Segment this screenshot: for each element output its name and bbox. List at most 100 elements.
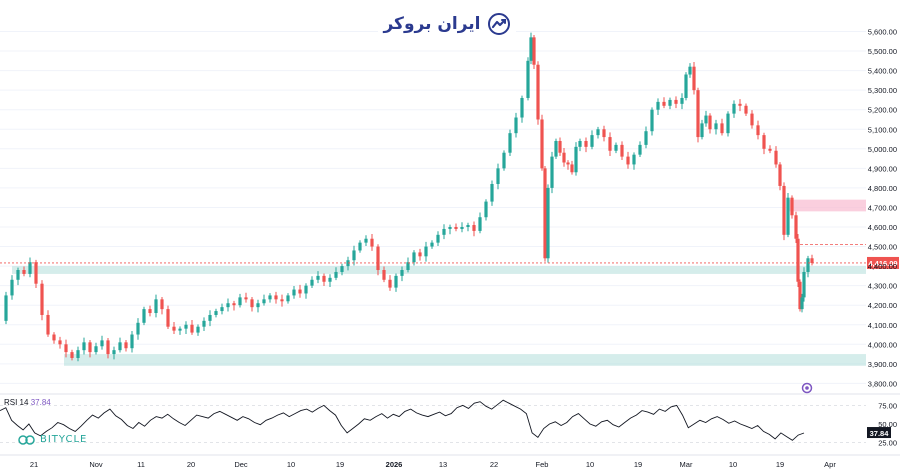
candle-up	[94, 346, 98, 353]
price-tick-label: 4,000.00	[868, 340, 897, 349]
time-tick-label: Nov	[89, 460, 103, 469]
candle-up	[4, 295, 8, 321]
event-marker-dot	[805, 386, 809, 390]
time-tick-label: 10	[729, 460, 737, 469]
price-tick-label: 4,700.00	[868, 203, 897, 212]
time-tick-label: 11	[137, 460, 145, 469]
resistance-zone	[788, 199, 866, 212]
candle-down	[540, 119, 544, 169]
candle-up	[478, 217, 482, 231]
candle-up	[578, 140, 582, 147]
price-tick-label: 3,900.00	[868, 360, 897, 369]
price-axis[interactable]: 5,600.00 5,500.00 5,400.00 5,300.00 5,200.00…	[868, 28, 897, 389]
time-tick-label: 22	[490, 460, 498, 469]
candle-up	[112, 350, 116, 355]
candle-down	[562, 152, 566, 163]
candle-up	[596, 129, 600, 136]
candle-down	[608, 137, 612, 151]
candle-down	[472, 225, 476, 231]
price-tick-label: 4,100.00	[868, 321, 897, 330]
rsi-tick-label: 50.00	[878, 420, 897, 429]
rsi-tick-label: 25.00	[878, 439, 897, 448]
candle-down	[274, 295, 278, 300]
candle-up	[688, 66, 692, 75]
candle-up	[262, 299, 266, 304]
price-grid	[0, 31, 866, 384]
time-tick-label: 19	[336, 460, 344, 469]
price-tick-label: 5,000.00	[868, 145, 897, 154]
candle-down	[88, 342, 92, 353]
candle-up	[508, 133, 512, 153]
price-tick-label: 5,500.00	[868, 47, 897, 56]
candle-up	[364, 238, 368, 243]
candle-up	[526, 60, 530, 98]
candle-down	[778, 164, 782, 186]
growth-chart-icon	[487, 13, 510, 35]
rsi-line	[0, 399, 805, 441]
candle-down	[532, 37, 536, 65]
candle-up	[100, 340, 104, 347]
price-tick-label: 4,900.00	[868, 164, 897, 173]
time-axis[interactable]: 21 Nov 11 20 Dec 10 19 2026 13 22 Feb 10 19 Mar 10 19 Ap…	[0, 454, 900, 469]
bitycle-brand: BITYCLE	[18, 434, 87, 445]
rsi-indicator-name: RSI 14	[4, 398, 29, 407]
candle-up	[632, 154, 636, 165]
price-tick-label: 4,600.00	[868, 223, 897, 232]
rsi-pane[interactable]: 75.00 50.00 25.00 37.84	[0, 393, 900, 448]
candle-up	[514, 117, 518, 134]
candle-up	[806, 258, 810, 272]
candle-up	[358, 242, 362, 251]
candle-up	[226, 303, 230, 308]
candle-down	[620, 144, 624, 157]
candle-down	[22, 270, 26, 274]
rsi-label[interactable]: RSI 14 37.84	[4, 398, 51, 407]
price-tick-label: 4,400.00	[868, 262, 897, 271]
candle-up	[400, 270, 404, 276]
candle-up	[490, 183, 494, 202]
time-tick-label: 19	[776, 460, 784, 469]
candle-up	[700, 123, 704, 138]
candle-down	[566, 162, 570, 165]
price-tick-label: 4,500.00	[868, 243, 897, 252]
candle-up	[268, 295, 272, 300]
candle-down	[124, 342, 128, 349]
candle-down	[692, 66, 696, 91]
time-tick-label: 10	[586, 460, 594, 469]
rsi-tick-label: 75.00	[878, 401, 897, 410]
candle-down	[190, 324, 194, 333]
candle-up	[214, 311, 218, 315]
candle-down	[558, 140, 562, 153]
candle-down	[602, 129, 606, 138]
broker-logo-text: ایران بروکر	[383, 14, 481, 34]
candle-up	[334, 271, 338, 278]
time-tick-label: 20	[187, 460, 195, 469]
price-tick-label: 4,800.00	[868, 184, 897, 193]
time-tick-label: Dec	[234, 460, 248, 469]
candle-up	[502, 152, 506, 169]
rsi-value-tag	[867, 427, 891, 439]
rsi-indicator-value: 37.84	[30, 398, 51, 407]
candle-up	[340, 266, 344, 272]
time-tick-label: Mar	[680, 460, 693, 469]
candle-down	[232, 303, 236, 306]
candle-up	[529, 37, 533, 61]
time-tick-label: 19	[634, 460, 642, 469]
current-price-label: 4,416.09	[868, 259, 897, 268]
candle-up	[28, 262, 32, 274]
candle-down	[298, 289, 302, 294]
candle-up	[442, 228, 446, 235]
time-tick-label: 2026	[386, 460, 403, 469]
candle-up	[436, 234, 440, 243]
candle-down	[148, 309, 152, 314]
candle-down	[244, 297, 248, 300]
candle-up	[82, 342, 86, 351]
candle-up	[196, 326, 200, 333]
price-tick-label: 5,100.00	[868, 125, 897, 134]
zones	[12, 199, 866, 366]
candle-down	[52, 334, 56, 341]
candle-up	[16, 270, 20, 280]
price-tick-label: 5,300.00	[868, 86, 897, 95]
candle-up	[546, 187, 550, 259]
